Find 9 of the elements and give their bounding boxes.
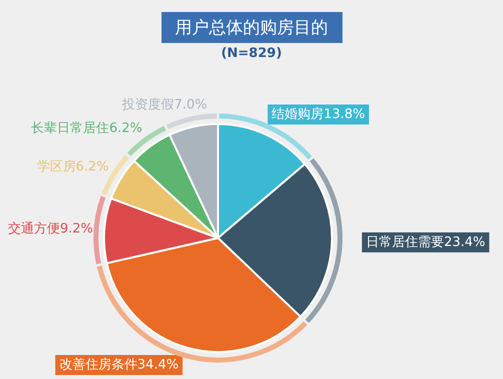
chart-subtitle: (N=829)	[220, 46, 283, 61]
slice-label: 投资度假7.0%	[121, 96, 208, 113]
slice-label: 交通方便9.2%	[8, 220, 94, 236]
slice-label: 日常居住需要23.4%	[366, 234, 486, 250]
chart-title: 用户总体的购房目的	[161, 12, 342, 43]
slice-label: 改善住房条件34.4%	[59, 356, 179, 372]
slice-label: 长辈日常居住6.2%	[31, 120, 142, 136]
slice-label: 学区房6.2%	[36, 158, 109, 174]
slice-label: 结婚购房13.8%	[272, 106, 365, 122]
